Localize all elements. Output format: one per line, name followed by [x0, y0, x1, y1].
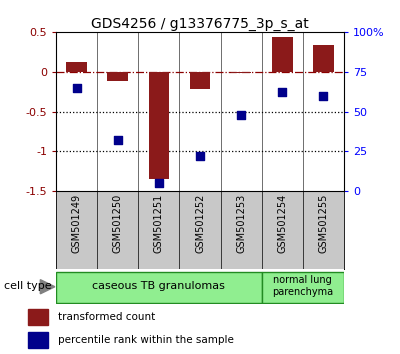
Text: GSM501251: GSM501251: [154, 194, 164, 253]
Text: GSM501250: GSM501250: [113, 194, 123, 253]
Text: cell type: cell type: [4, 281, 52, 291]
Point: [197, 153, 203, 159]
Bar: [190, 72, 210, 89]
Text: normal lung
parenchyma: normal lung parenchyma: [272, 275, 334, 297]
Point: [279, 90, 286, 95]
Title: GDS4256 / g13376775_3p_s_at: GDS4256 / g13376775_3p_s_at: [91, 17, 309, 31]
Bar: [231, 72, 252, 73]
Point: [114, 137, 121, 143]
Text: GSM501253: GSM501253: [236, 194, 246, 253]
Text: GSM501249: GSM501249: [72, 194, 82, 253]
Bar: [262, 272, 344, 303]
Bar: [148, 72, 169, 179]
Bar: [56, 272, 262, 303]
Point: [238, 112, 244, 118]
Bar: [108, 72, 128, 81]
Text: caseous TB granulomas: caseous TB granulomas: [92, 281, 225, 291]
Bar: [28, 309, 48, 325]
Text: GSM501254: GSM501254: [277, 194, 287, 253]
Text: percentile rank within the sample: percentile rank within the sample: [58, 335, 234, 346]
Text: transformed count: transformed count: [58, 312, 155, 322]
Text: GSM501255: GSM501255: [318, 194, 328, 253]
Bar: [66, 62, 87, 72]
Bar: [313, 45, 334, 72]
Polygon shape: [40, 280, 55, 294]
Point: [320, 93, 327, 98]
Point: [73, 85, 80, 90]
Bar: [272, 38, 292, 72]
Text: GSM501252: GSM501252: [195, 194, 205, 253]
Point: [156, 180, 162, 186]
Bar: [28, 332, 48, 348]
